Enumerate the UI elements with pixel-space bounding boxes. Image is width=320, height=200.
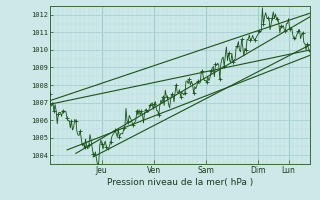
- X-axis label: Pression niveau de la mer( hPa ): Pression niveau de la mer( hPa ): [107, 178, 253, 187]
